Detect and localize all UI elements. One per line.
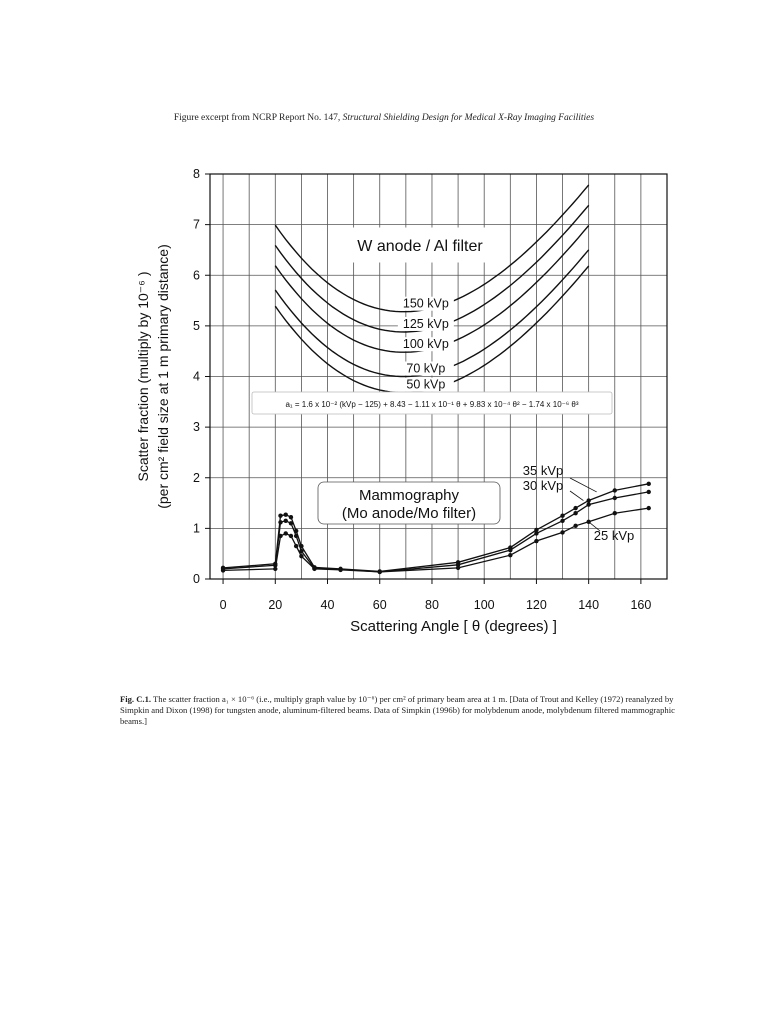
mammo-point — [612, 495, 617, 501]
x-axis-label: Scattering Angle [ θ (degrees) ] — [350, 618, 557, 635]
x-tick-label: 160 — [630, 598, 651, 612]
mammo-point — [560, 530, 565, 535]
x-tick-label: 140 — [578, 598, 599, 612]
mammo-point — [586, 502, 591, 507]
y-tick-label: 0 — [193, 572, 200, 586]
mammo-point — [299, 554, 304, 559]
mammo-title-line1: Mammography — [359, 487, 460, 504]
y-tick-label: 2 — [193, 471, 200, 485]
mammo-leader-2 — [588, 521, 601, 532]
w-curve-label-50: 50 kVp — [406, 378, 445, 392]
mammo-point — [646, 481, 651, 487]
caption-text: The scatter fraction a₁ × 10⁻⁶ (i.e., mu… — [120, 694, 675, 726]
mammo-point — [338, 567, 343, 573]
mammo-point — [283, 518, 288, 523]
mammo-point — [278, 533, 283, 539]
chart-grid — [210, 173, 667, 580]
mammo-point — [220, 568, 226, 573]
figure-caption: Fig. C.1. The scatter fraction a₁ × 10⁻⁶… — [120, 694, 680, 727]
x-tick-label: 0 — [220, 598, 227, 612]
chart-axes: 0 20 40 60 80 100 120 140 160 0 1 2 3 4 5 6 7 8 — [193, 167, 668, 612]
mammo-point — [278, 513, 283, 518]
w-label-bg — [397, 361, 454, 376]
mammo-point — [573, 505, 578, 511]
w-title-box — [334, 227, 506, 263]
scatter-fraction-chart: 0 20 40 60 80 100 120 140 160 0 1 2 3 4 5 6 7 8 Scatterin… — [135, 167, 668, 635]
mammo-title-box — [317, 481, 501, 525]
x-tick-label: 40 — [321, 598, 335, 612]
y-axis-label-line1: Scatter fraction (multiply by 10⁻⁶ ) — [135, 272, 151, 482]
mammo-point — [273, 566, 278, 572]
x-tick-label: 20 — [268, 598, 282, 612]
y-tick-label: 3 — [193, 420, 200, 434]
mammo-point — [586, 498, 591, 503]
x-tick-label: 120 — [526, 598, 547, 612]
w-label-bg — [397, 377, 454, 392]
y-tick-label: 7 — [193, 218, 200, 232]
w-curve-label-125: 125 kVp — [403, 317, 449, 331]
w-curve-label-150: 150 kVp — [403, 297, 449, 311]
w-curve-label-70: 70 kVp — [406, 362, 445, 376]
mammo-point — [283, 531, 288, 536]
caption-label: Fig. C.1. — [120, 694, 152, 704]
mammo-point — [288, 533, 294, 539]
mammo-point — [534, 538, 539, 544]
mammo-point — [455, 565, 461, 571]
mammo-point — [573, 510, 578, 516]
mammo-point — [312, 566, 317, 572]
mammo-point — [534, 531, 539, 536]
mammo-point — [283, 512, 288, 517]
mammo-point — [612, 510, 617, 516]
formula-box — [251, 391, 613, 415]
mammo-title-line2: (Mo anode/Mo filter) — [342, 505, 476, 522]
formula-label: a₁ = 1.6 x 10⁻² (kVp − 125) + 8.43 − 1.1… — [285, 400, 578, 409]
mammo-point — [573, 523, 578, 529]
w-label-bg — [397, 337, 454, 352]
mammo-series-label-1: 30 kVp — [523, 478, 563, 493]
mammo-point — [560, 513, 565, 518]
mammo-leader-0 — [569, 477, 597, 493]
mammo-point — [508, 547, 513, 553]
mammo-point — [288, 521, 294, 526]
mammo-point — [534, 527, 539, 533]
mammo-point — [299, 548, 304, 554]
mammography-curves — [220, 481, 651, 575]
mammo-point — [293, 543, 299, 549]
mammo-point — [455, 562, 461, 568]
header-title: Structural Shielding Design for Medical … — [342, 113, 595, 123]
mammo-point — [646, 505, 651, 511]
mammo-series-label-2: 25 kVp — [594, 528, 634, 543]
x-tick-label: 100 — [474, 598, 495, 612]
mammo-point — [508, 553, 513, 558]
mammo-series-label-0: 35 kVp — [523, 463, 563, 478]
mammo-point — [288, 515, 294, 520]
y-tick-label: 8 — [193, 167, 200, 181]
mammo-point — [278, 520, 283, 525]
mammo-leader-1 — [569, 490, 584, 501]
y-tick-label: 5 — [193, 319, 200, 333]
y-tick-label: 1 — [193, 521, 200, 535]
w-label-bg — [397, 296, 454, 311]
mammo-point — [612, 488, 617, 493]
x-tick-label: 80 — [425, 598, 439, 612]
header-prefix: Figure excerpt from NCRP Report No. 147, — [173, 113, 341, 123]
w-title-label: W anode / Al filter — [357, 238, 483, 255]
w-curve-label-100: 100 kVp — [403, 337, 449, 351]
chart-labels: Scattering Angle [ θ (degrees) ] Scatter … — [135, 227, 634, 635]
mammo-point — [293, 533, 299, 539]
y-tick-label: 4 — [193, 370, 200, 384]
w-label-bg — [397, 316, 454, 331]
figure-header: Figure excerpt from NCRP Report No. 147,… — [0, 113, 768, 123]
x-tick-label: 60 — [373, 598, 387, 612]
y-axis-label-line2: (per cm² field size at 1 m primary dista… — [155, 244, 171, 509]
y-tick-label: 6 — [193, 268, 200, 282]
mammo-point — [377, 569, 382, 575]
mammo-point — [560, 518, 565, 523]
mammo-point — [646, 489, 651, 495]
